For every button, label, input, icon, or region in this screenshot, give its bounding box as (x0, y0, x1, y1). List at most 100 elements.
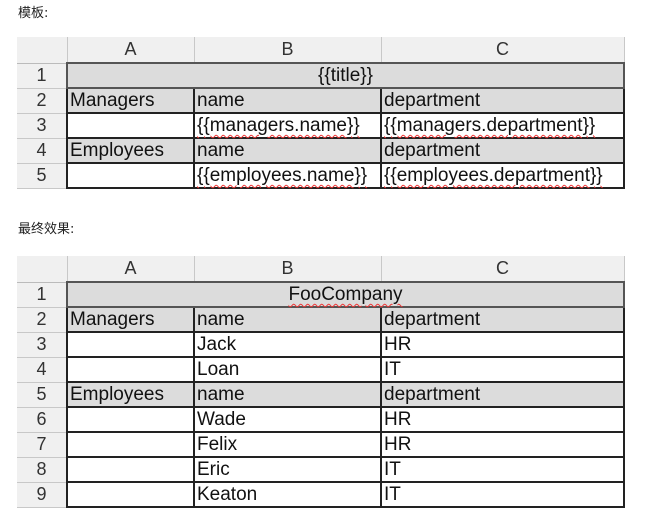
cell-text: {{employees.name}} (197, 165, 368, 186)
sheet-row: 8 Eric IT (17, 456, 625, 483)
cell-c[interactable]: IT (380, 456, 625, 483)
cell-text: Eric (197, 459, 230, 480)
cell-text: department (384, 309, 481, 330)
row-header[interactable]: 2 (17, 88, 68, 114)
template-sheet: A B C 1 {{title}} 2 Managers name department 3 {{m… (17, 37, 625, 189)
sheet-row: 2 Managers name department (17, 306, 625, 333)
cell-a[interactable] (66, 456, 195, 483)
row-header[interactable]: 3 (17, 113, 68, 139)
column-header-c[interactable]: C (381, 256, 625, 283)
row-header[interactable]: 6 (17, 407, 68, 433)
cell-c[interactable]: department (380, 306, 625, 333)
column-header-a[interactable]: A (67, 256, 195, 283)
cell-text: name (197, 140, 245, 161)
cell-c[interactable]: IT (380, 481, 625, 508)
cell-text: department (384, 140, 481, 161)
cell-a[interactable] (66, 481, 195, 508)
cell-c[interactable]: HR (380, 331, 625, 358)
cell-b[interactable]: name (193, 137, 382, 164)
column-header-b[interactable]: B (194, 256, 382, 283)
cell-text: {{managers.department}} (384, 115, 596, 136)
row-header[interactable]: 8 (17, 457, 68, 483)
cell-c[interactable]: department (380, 87, 625, 114)
cell-text: IT (384, 484, 401, 505)
cell-text: Employees (70, 140, 164, 161)
cell-text: IT (384, 359, 401, 380)
cell-a[interactable] (66, 356, 195, 383)
row-header[interactable]: 9 (17, 482, 68, 508)
cell-b[interactable]: Keaton (193, 481, 382, 508)
cell-c[interactable]: {{managers.department}} (380, 112, 625, 139)
sheet-row: 7 Felix HR (17, 431, 625, 458)
sheet-row: 9 Keaton IT (17, 481, 625, 508)
row-header[interactable]: 5 (17, 382, 68, 408)
result-caption: 最终效果: (18, 222, 75, 237)
title-text: FooCompany (288, 284, 403, 305)
sheet-row: 6 Wade HR (17, 406, 625, 433)
cell-a[interactable]: Managers (66, 87, 195, 114)
column-header-c[interactable]: C (381, 37, 625, 64)
cell-text: HR (384, 434, 412, 455)
result-sheet: A B C 1 FooCompany 2 Managers name department 3 Ja… (17, 256, 625, 508)
title-cell[interactable]: FooCompany (66, 281, 625, 308)
sheet-row: 2 Managers name department (17, 87, 625, 114)
cell-text: name (197, 384, 245, 405)
select-all-corner[interactable] (17, 256, 68, 283)
cell-a[interactable] (66, 406, 195, 433)
cell-c[interactable]: HR (380, 431, 625, 458)
cell-text: Jack (197, 334, 237, 355)
cell-a[interactable] (66, 112, 195, 139)
cell-b[interactable]: Eric (193, 456, 382, 483)
cell-b[interactable]: Jack (193, 331, 382, 358)
cell-a[interactable] (66, 431, 195, 458)
select-all-corner[interactable] (17, 37, 68, 64)
sheet-row: 5 {{employees.name}} {{employees.departmen… (17, 162, 625, 189)
sheet-row: 3 {{managers.name}} {{managers.department}… (17, 112, 625, 139)
row-header[interactable]: 7 (17, 432, 68, 458)
cell-c[interactable]: IT (380, 356, 625, 383)
row-header[interactable]: 1 (17, 282, 68, 308)
cell-text: Employees (70, 384, 164, 405)
title-text: {{title}} (318, 65, 373, 86)
column-header-b[interactable]: B (194, 37, 382, 64)
cell-c[interactable]: {{employees.department}} (380, 162, 625, 189)
cell-a[interactable] (66, 331, 195, 358)
cell-b[interactable]: Wade (193, 406, 382, 433)
row-header[interactable]: 1 (17, 63, 68, 89)
cell-text: Wade (197, 409, 246, 430)
cell-b[interactable]: name (193, 87, 382, 114)
cell-b[interactable]: Felix (193, 431, 382, 458)
cell-b[interactable]: {{employees.name}} (193, 162, 382, 189)
template-caption: 模板: (18, 6, 49, 21)
cell-c[interactable]: department (380, 137, 625, 164)
row-header[interactable]: 3 (17, 332, 68, 358)
sheet-row: 4 Employees name department (17, 137, 625, 164)
cell-text: {{employees.department}} (384, 165, 603, 186)
cell-b[interactable]: name (193, 381, 382, 408)
cell-text: Managers (70, 309, 155, 330)
cell-b[interactable]: {{managers.name}} (193, 112, 382, 139)
row-header[interactable]: 4 (17, 357, 68, 383)
sheet-row: 4 Loan IT (17, 356, 625, 383)
cell-a[interactable] (66, 162, 195, 189)
column-header-a[interactable]: A (67, 37, 195, 64)
cell-c[interactable]: HR (380, 406, 625, 433)
row-header[interactable]: 4 (17, 138, 68, 164)
cell-text: name (197, 90, 245, 111)
cell-text: Loan (197, 359, 240, 380)
cell-c[interactable]: department (380, 381, 625, 408)
row-header[interactable]: 5 (17, 163, 68, 189)
cell-b[interactable]: Loan (193, 356, 382, 383)
sheet-row: 1 FooCompany (17, 281, 625, 308)
cell-a[interactable]: Employees (66, 137, 195, 164)
cell-b[interactable]: name (193, 306, 382, 333)
row-header[interactable]: 2 (17, 307, 68, 333)
cell-a[interactable]: Managers (66, 306, 195, 333)
cell-a[interactable]: Employees (66, 381, 195, 408)
title-cell[interactable]: {{title}} (66, 62, 625, 89)
cell-text: {{managers.name}} (197, 115, 360, 136)
cell-text: department (384, 90, 481, 111)
sheet-row: 1 {{title}} (17, 62, 625, 89)
